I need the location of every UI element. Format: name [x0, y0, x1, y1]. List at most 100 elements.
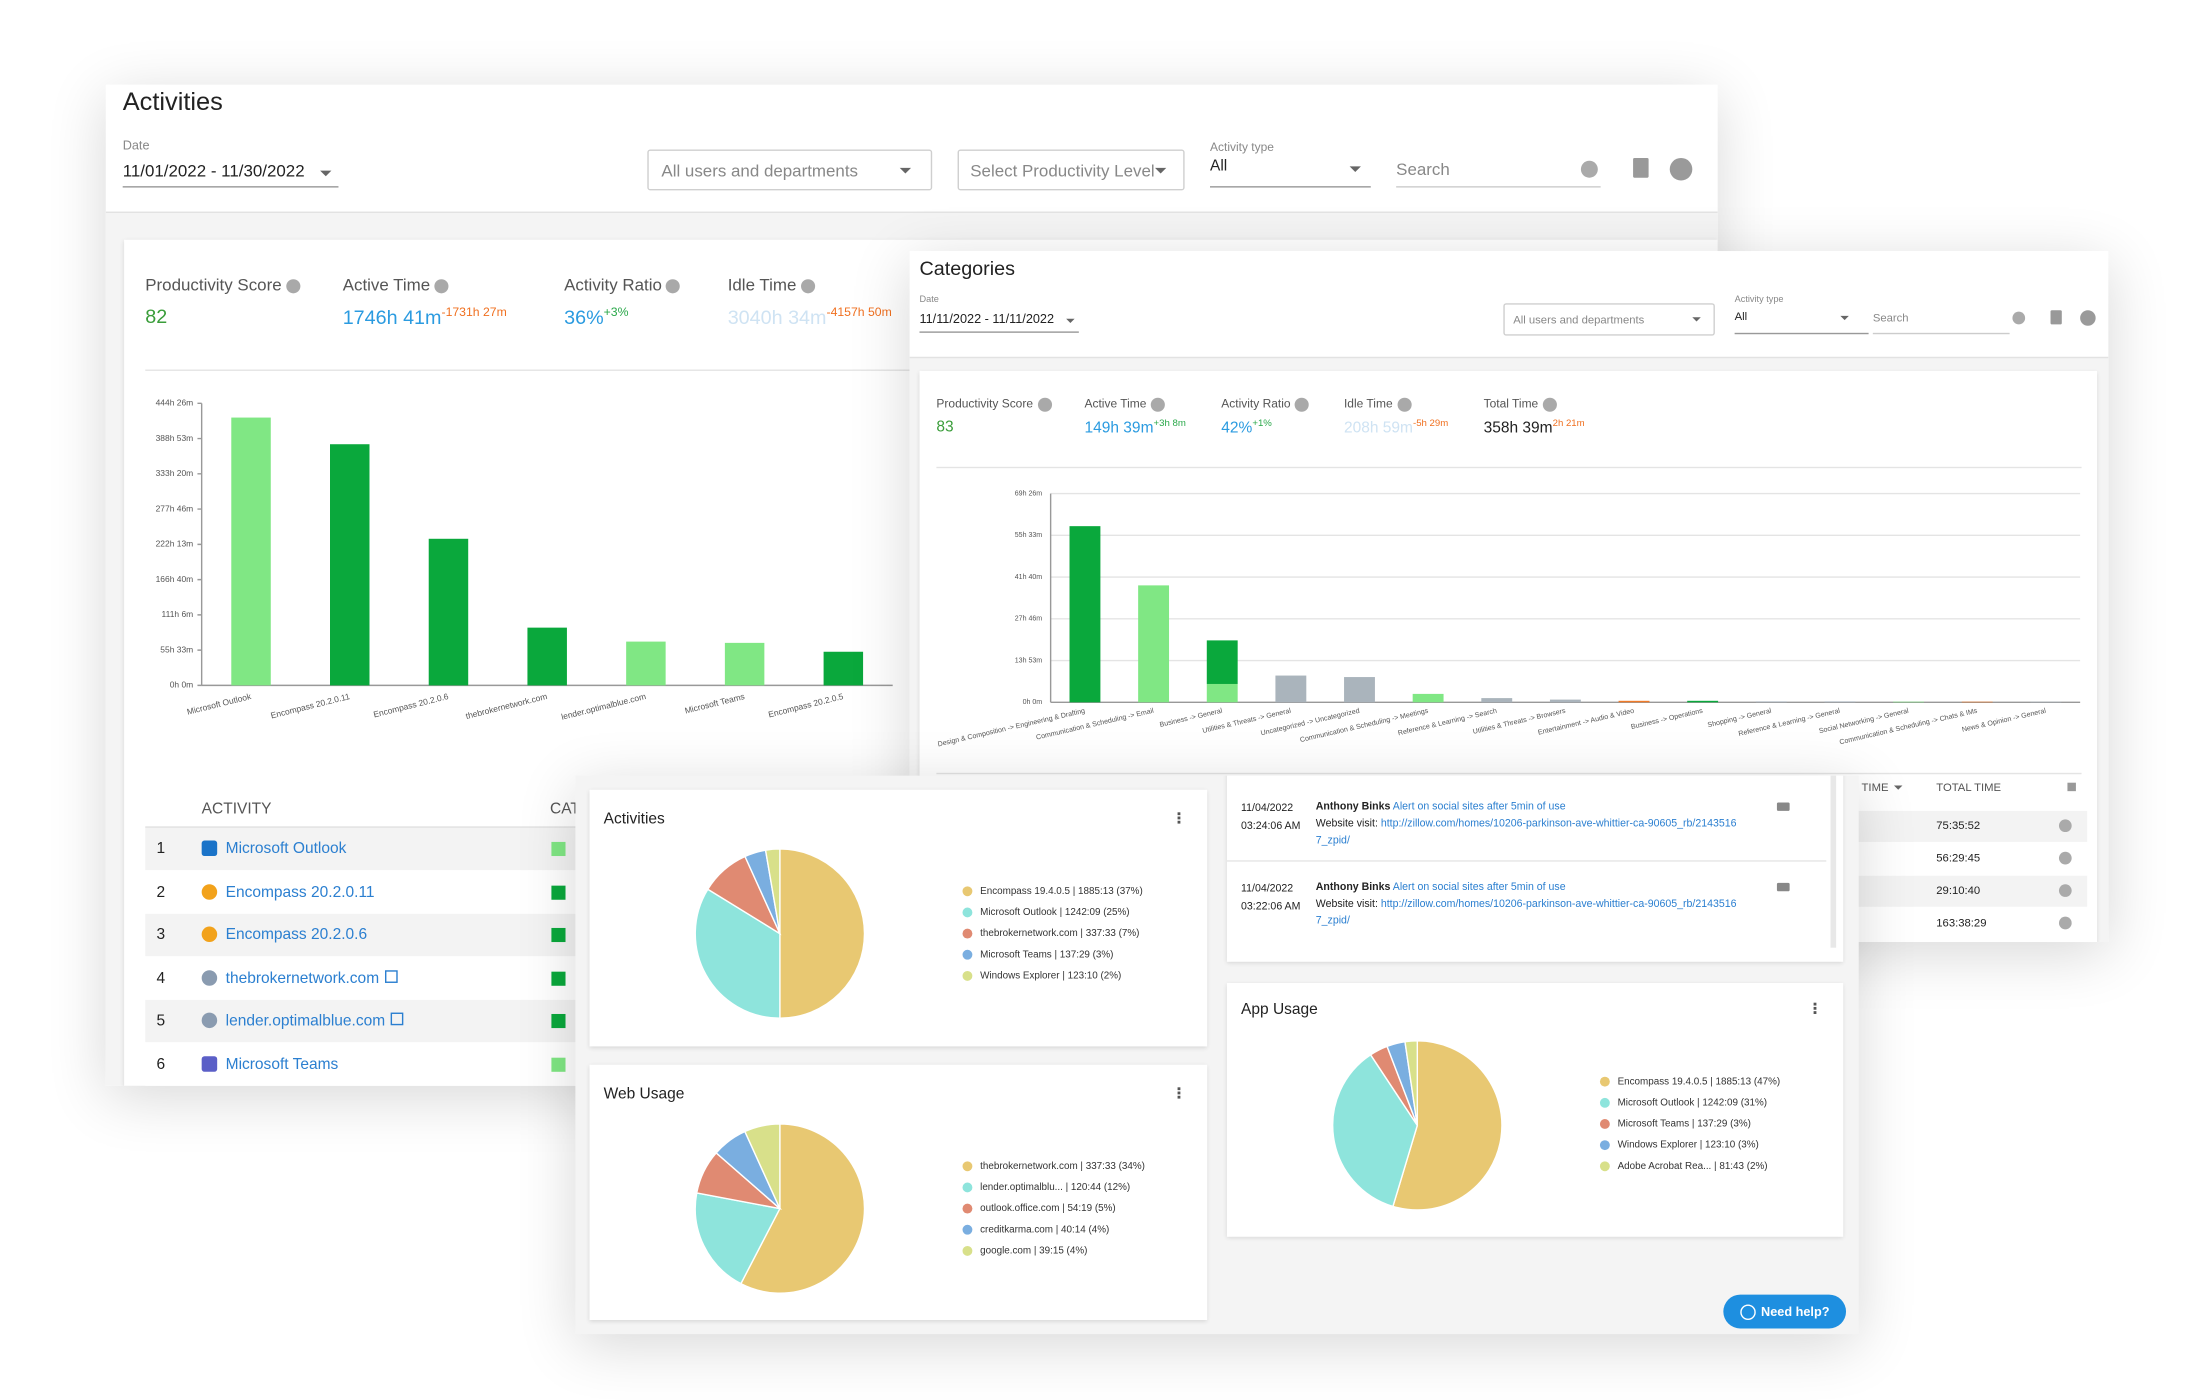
alert-url[interactable]: http://zillow.com/homes/10206-parkinson-… — [1315, 896, 1737, 927]
alert-message[interactable]: Alert on social sites after 5min of use — [1392, 799, 1566, 813]
settings-icon[interactable] — [2058, 884, 2072, 897]
stat-value-text: 36% — [564, 305, 604, 329]
help-icon[interactable] — [1396, 397, 1411, 412]
productivity-filter[interactable]: Select Productivity Level — [957, 149, 1185, 191]
stat-value-text: 149h 39m — [1084, 419, 1154, 437]
legend-label: Microsoft Outlook | 1242:09 (31%) — [1618, 1097, 1767, 1108]
card-menu[interactable] — [1177, 812, 1181, 816]
y-tick-label: 27h 46m — [1015, 616, 1043, 623]
pie-slice — [1332, 1053, 1419, 1208]
bar-segment — [428, 538, 469, 686]
dropdown-arrow — [1349, 166, 1361, 173]
stat-change: -5h 29m — [1412, 418, 1449, 429]
table-row: 56:29:45 — [1847, 843, 2088, 875]
row-number: 2 — [156, 883, 166, 901]
alert-body: Anthony Binks Alert on social sites afte… — [1316, 798, 1739, 849]
date-value[interactable]: 11/01/2022 - 11/30/2022 — [122, 160, 305, 181]
help-icon[interactable] — [1037, 397, 1052, 412]
help-icon[interactable] — [1294, 397, 1309, 412]
bar-segment — [527, 627, 567, 686]
settings-icon[interactable] — [2058, 916, 2072, 930]
alert-message[interactable]: Alert on social sites after 5min of use — [1392, 880, 1566, 893]
activity-name[interactable]: Microsoft Teams — [225, 1055, 339, 1073]
dropdown-arrow — [1840, 315, 1849, 321]
activities-bar-chart: 0h 0m 55h 33m 111h 6m 166h 40m 222h 13m 277h … — [156, 398, 893, 722]
settings-icon[interactable] — [2058, 851, 2072, 865]
app-usage-card: App Usage Encompass 19.4.0.5 | 1885:13 (… — [1226, 982, 1844, 1237]
card-menu[interactable] — [1177, 1087, 1181, 1091]
help-icon — [1739, 1304, 1756, 1321]
help-icon[interactable] — [1150, 397, 1165, 412]
stat-change: -1731h 27m — [441, 304, 507, 319]
help-icon[interactable] — [800, 278, 815, 294]
web-usage-card: Web Usage thebrokernetwork.com | 337:33 … — [589, 1064, 1208, 1321]
legend-label: Microsoft Outlook | 1242:09 (25%) — [980, 907, 1129, 918]
legend-label: lender.optimalblu... | 120:44 (12%) — [980, 1182, 1130, 1193]
stat-change: +3h 8m — [1153, 418, 1186, 429]
activity-name[interactable]: lender.optimalblue.com — [226, 1012, 404, 1029]
stat-value-text: 208h 59m — [1343, 419, 1413, 437]
help-icon[interactable] — [285, 278, 300, 294]
activity-name[interactable]: thebrokernetwork.com — [226, 969, 398, 986]
legend-swatch — [1599, 1119, 1610, 1129]
stat-change: 2h 21m — [1552, 418, 1585, 429]
y-tick-label: 333h 20m — [156, 468, 194, 478]
card-title: Activities — [603, 810, 665, 828]
scrollbar[interactable] — [1830, 775, 1837, 948]
bar-segment — [1755, 701, 1787, 703]
app-icon — [201, 840, 218, 857]
help-icon[interactable] — [666, 278, 681, 294]
activity-name[interactable]: Microsoft Outlook — [225, 840, 347, 858]
date-value[interactable]: 11/11/2022 - 11/11/2022 — [919, 311, 1055, 326]
video-icon[interactable] — [1776, 882, 1790, 892]
app-icon — [201, 1055, 218, 1072]
y-tick-label: 444h 26m — [156, 398, 194, 408]
bar-segment — [1618, 700, 1650, 703]
table-row: 163:38:29 — [1847, 908, 2088, 940]
settings-icon[interactable] — [2058, 819, 2072, 833]
info-icon[interactable] — [2012, 311, 2026, 325]
row-number: 6 — [156, 1055, 166, 1073]
activity-type-value[interactable]: All — [1210, 157, 1228, 175]
stat-label-text: Activity Ratio — [564, 275, 662, 295]
alert-user: Anthony Binks — [1315, 799, 1391, 813]
date-underline — [919, 331, 1079, 333]
download-icon[interactable] — [1633, 157, 1649, 178]
legend-swatch — [962, 1224, 973, 1235]
panel-title: Activities — [122, 87, 223, 116]
help-button[interactable]: Need help? — [1723, 1294, 1847, 1329]
search-input[interactable]: Search — [1396, 159, 1450, 180]
activity-type-label: Activity type — [1734, 294, 1784, 305]
users-filter[interactable]: All users and departments — [647, 149, 933, 191]
info-icon[interactable] — [1580, 160, 1598, 178]
activity-name[interactable]: Encompass 20.2.0.6 — [225, 926, 368, 944]
alert-url[interactable]: http://zillow.com/homes/10206-parkinson-… — [1315, 816, 1737, 847]
activity-name[interactable]: Encompass 20.2.0.11 — [225, 883, 375, 901]
activity-type-value[interactable]: All — [1734, 310, 1748, 323]
x-tick-label: Encompass 20.2.0.6 — [372, 691, 449, 719]
category-swatch — [551, 1056, 566, 1072]
legend-swatch — [962, 907, 973, 918]
bar-segment — [1206, 683, 1238, 703]
sort-arrow — [1893, 785, 1903, 790]
bar-segment — [1275, 675, 1307, 703]
separator — [936, 772, 2082, 775]
legend-swatch — [962, 1245, 973, 1256]
x-tick-label: Encompass 20.2.0.11 — [270, 691, 351, 720]
help-icon[interactable] — [1669, 157, 1693, 181]
users-filter[interactable]: All users and departments — [1503, 303, 1715, 336]
download-icon[interactable] — [2050, 310, 2062, 325]
stat-value: 208h 59m-5h 29m — [1344, 419, 1448, 437]
help-text: Need help? — [1761, 1304, 1830, 1319]
help-icon[interactable] — [434, 278, 449, 294]
y-tick-label: 0h 0m — [1023, 699, 1043, 706]
bar-segment — [1412, 693, 1444, 703]
help-icon[interactable] — [2080, 310, 2096, 326]
card-menu[interactable] — [1813, 1002, 1817, 1006]
help-icon[interactable] — [1542, 397, 1557, 412]
bar-segment — [1687, 700, 1719, 703]
search-input[interactable]: Search — [1872, 311, 1909, 325]
video-icon[interactable] — [1776, 802, 1790, 811]
external-link-icon — [390, 1012, 404, 1026]
activity-type-underline — [1734, 332, 1869, 335]
